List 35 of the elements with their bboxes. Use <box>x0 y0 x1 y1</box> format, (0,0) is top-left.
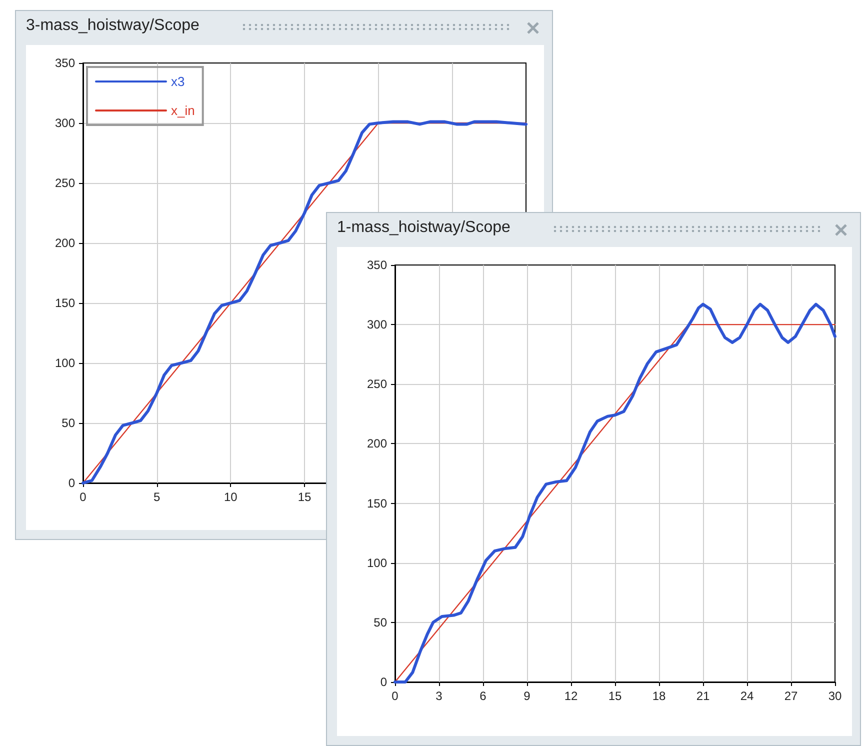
y-tick-label: 50 <box>374 615 388 630</box>
chart-title: 1-mass_hoistway/Scope <box>337 219 510 237</box>
text: x3 <box>171 74 185 89</box>
x-tick-label: 27 <box>784 689 798 703</box>
y-tick-label: 200 <box>366 436 388 451</box>
x-tick-label: 21 <box>696 689 710 703</box>
y-tick-label: 350 <box>54 56 76 70</box>
y-tick-label: 100 <box>366 556 388 570</box>
x-tick-label: 12 <box>564 689 578 703</box>
x-tick-label: 0 <box>392 689 399 703</box>
x-tick-label: 5 <box>153 490 160 504</box>
x-tick-label: 9 <box>524 689 531 703</box>
y-tick-label: 300 <box>366 318 388 332</box>
y-tick-label: 100 <box>54 356 76 370</box>
y-tick-label: 200 <box>54 236 76 250</box>
x-tick-label: 18 <box>652 689 666 703</box>
y-tick-label: 150 <box>54 296 76 310</box>
chart-title: 3-mass_hoistway/Scope <box>26 17 200 35</box>
x-tick-label: 15 <box>298 490 312 504</box>
x-tick-label: 30 <box>828 689 842 703</box>
x-tick-label: 3 <box>436 689 443 703</box>
y-tick-label: 0 <box>68 476 76 490</box>
y-tick-label: 250 <box>54 176 76 190</box>
y-tick-label: 350 <box>366 258 388 272</box>
y-tick-label: 300 <box>54 116 76 130</box>
x-tick-label: 24 <box>740 689 754 703</box>
x-tick-label: 0 <box>80 490 87 504</box>
x-tick-label: 10 <box>224 490 238 504</box>
y-tick-label: 0 <box>380 675 388 689</box>
text: x_in <box>171 103 195 118</box>
y-tick-label: 250 <box>366 377 388 392</box>
x-tick-label: 15 <box>608 689 622 703</box>
x-tick-label: 6 <box>480 689 487 703</box>
y-tick-label: 50 <box>62 416 76 430</box>
y-tick-label: 150 <box>366 496 388 510</box>
